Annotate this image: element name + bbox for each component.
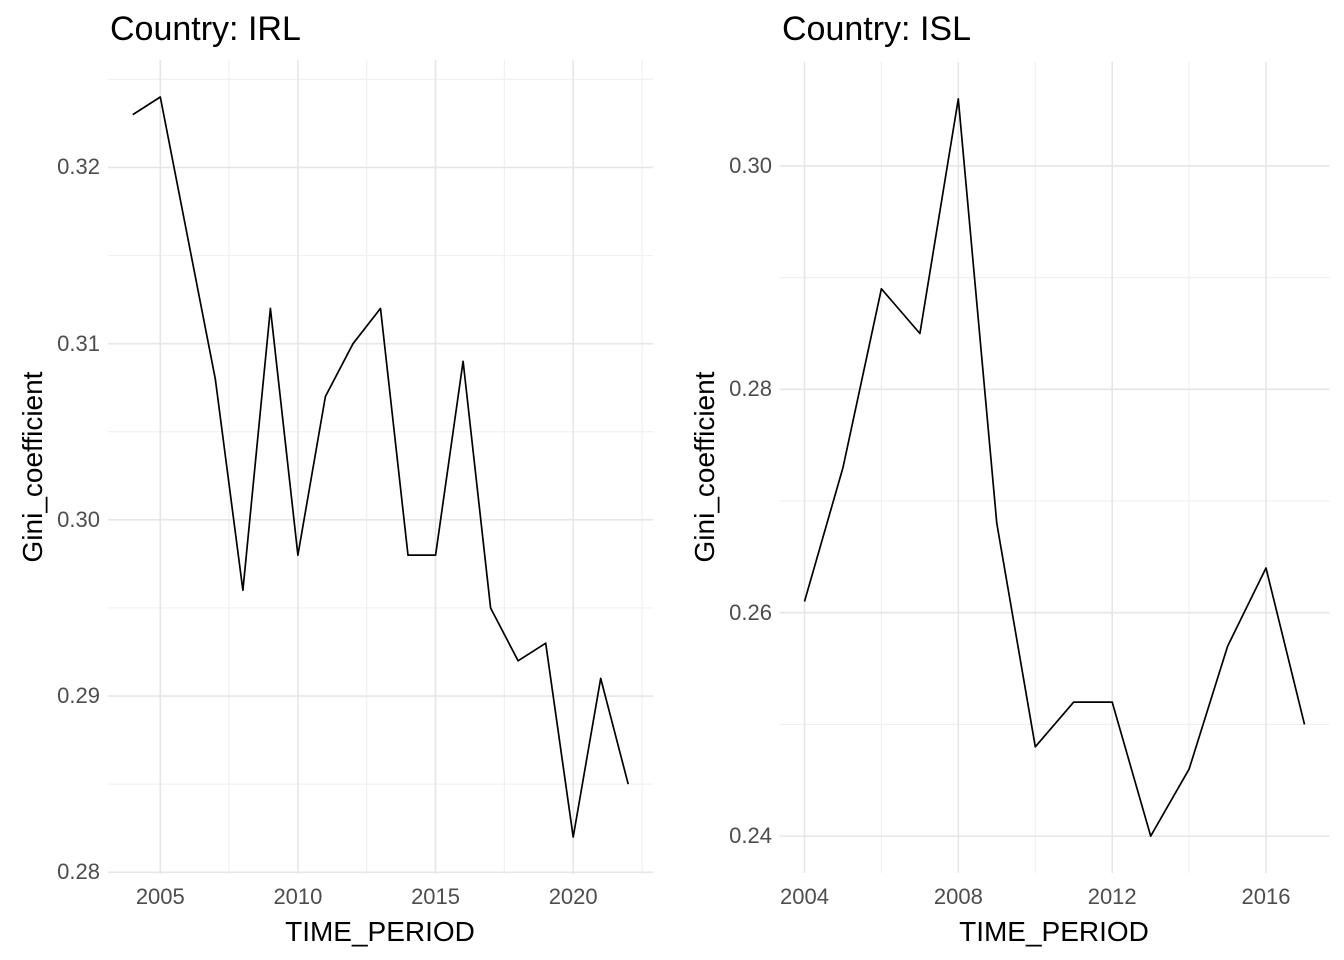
- x-tick-label: 2004: [780, 884, 829, 909]
- x-tick-label: 2015: [411, 884, 461, 909]
- y-tick-label: 0.30: [57, 506, 100, 532]
- x-axis-title-isl: TIME_PERIOD: [959, 916, 1149, 947]
- y-tick-label: 0.28: [729, 376, 772, 402]
- grid-major: [779, 62, 1330, 873]
- x-tick-label: 2008: [933, 884, 983, 909]
- line-chart-irl: [108, 60, 653, 874]
- panel-isl: Country: ISL Gini_coefficient TIME_PERIO…: [672, 0, 1344, 960]
- y-tick-label: 0.24: [729, 823, 772, 849]
- data-line: [132, 96, 630, 838]
- y-tick-label: 0.28: [57, 859, 100, 885]
- line-chart-isl: [779, 62, 1330, 873]
- x-axis-title-irl: TIME_PERIOD: [285, 916, 475, 947]
- y-tick-label: 0.30: [729, 152, 772, 178]
- y-tick-label: 0.31: [57, 330, 100, 356]
- plot-title-isl: Country: ISL: [782, 10, 971, 48]
- y-tick-label: 0.32: [57, 154, 100, 180]
- data-line: [803, 98, 1306, 837]
- grid-minor: [108, 60, 653, 874]
- plot-title-irl: Country: IRL: [110, 10, 301, 48]
- x-tick-label: 2012: [1087, 884, 1137, 909]
- grid-major: [108, 60, 653, 874]
- grid-minor: [779, 62, 1330, 873]
- x-tick-label: 2010: [273, 884, 323, 909]
- y-tick-label: 0.26: [729, 599, 772, 625]
- x-tick-label: 2005: [135, 884, 185, 909]
- x-tick-label: 2016: [1241, 884, 1291, 909]
- panel-irl: Country: IRL Gini_coefficient TIME_PERIO…: [17, 10, 653, 947]
- y-tick-label: 0.29: [57, 683, 100, 709]
- x-tick-label: 2020: [548, 884, 598, 909]
- y-axis-title-irl: Gini_coefficient: [17, 371, 48, 563]
